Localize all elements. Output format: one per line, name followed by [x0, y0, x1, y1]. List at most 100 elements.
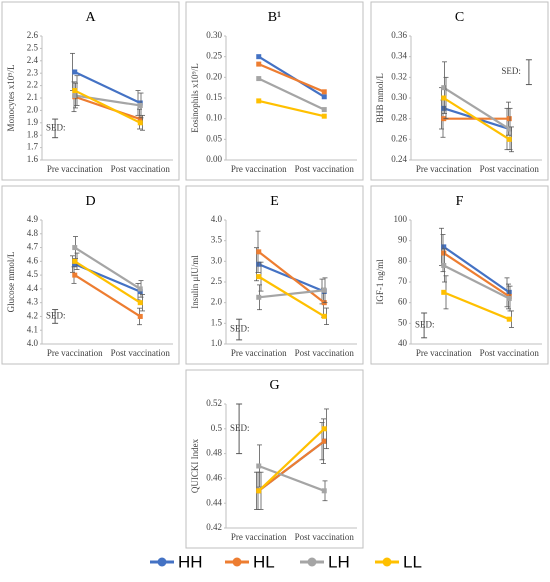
y-tick-label: 80: [398, 255, 408, 265]
y-tick-label: 0.44: [206, 497, 222, 507]
panel-title: D: [85, 194, 95, 209]
series-line: [74, 274, 141, 318]
point: [137, 102, 143, 108]
panel-border: [1, 1, 180, 181]
sed-bar: [52, 118, 59, 139]
point: [506, 136, 512, 142]
y-axis-label: IGF-1 ng/ml: [375, 259, 385, 305]
point: [441, 95, 447, 101]
y-tick-label: 0.26: [391, 133, 407, 143]
panel-border: [370, 185, 549, 365]
point: [506, 126, 512, 132]
y-tick-label: 1.0: [211, 338, 223, 348]
series-line: [443, 264, 510, 300]
point: [321, 488, 327, 494]
sed-label: SED:: [46, 311, 66, 321]
x-tick-label: Pre vaccination: [231, 532, 287, 542]
y-tick-label: 1.8: [27, 129, 39, 139]
series-line: [258, 99, 325, 118]
point: [72, 93, 78, 99]
y-tick-label: 4.0: [211, 214, 223, 224]
sed-bar: [236, 403, 243, 455]
sed-bar: [236, 318, 243, 341]
point: [321, 94, 327, 100]
point: [72, 69, 78, 75]
series-line: [258, 77, 325, 111]
y-tick-label: 0.5: [211, 423, 223, 433]
y-tick-label: 0.28: [391, 113, 407, 123]
x-tick-label: Pre vaccination: [231, 164, 287, 174]
y-tick-label: 0.30: [206, 30, 222, 40]
y-axis-label: BHB mmol/L: [375, 73, 385, 123]
y-tick-label: 0.42: [206, 522, 222, 532]
point: [137, 116, 143, 122]
y-tick-label: 4.5: [27, 269, 39, 279]
point: [256, 274, 262, 280]
x-tick-label: Post vaccination: [480, 164, 540, 174]
point: [321, 287, 327, 293]
panel-border: [185, 185, 364, 365]
y-tick-label: 4.3: [27, 297, 39, 307]
y-tick-label: 0.32: [391, 71, 407, 81]
y-tick-label: 2.0: [27, 104, 39, 114]
y-tick-label: 0.24: [391, 154, 407, 164]
series-line: [258, 63, 325, 93]
y-tick-label: 90: [398, 235, 408, 245]
series-line: [258, 250, 325, 304]
y-tick-label: 1.6: [27, 154, 39, 164]
point: [137, 300, 143, 306]
point: [441, 262, 447, 268]
point: [441, 250, 447, 256]
series-line: [74, 246, 141, 290]
y-tick-label: 2.5: [27, 42, 39, 52]
series-line: [443, 86, 510, 130]
point: [72, 88, 78, 94]
point: [72, 261, 78, 267]
series-line: [443, 97, 510, 141]
point: [256, 463, 262, 469]
x-tick-label: Post vaccination: [480, 348, 540, 358]
legend-marker: [157, 557, 167, 567]
y-tick-label: 0.36: [391, 30, 407, 40]
point: [137, 313, 143, 319]
point: [72, 245, 78, 251]
y-tick-label: 1.5: [211, 317, 223, 327]
x-tick-label: Post vaccination: [111, 348, 171, 358]
point: [506, 289, 512, 295]
y-axis-label: QUICKI Index: [190, 438, 200, 493]
point: [441, 105, 447, 111]
x-tick-label: Pre vaccination: [231, 348, 287, 358]
panel-title: F: [456, 194, 464, 209]
series-line: [74, 70, 141, 104]
sed-label: SED:: [501, 66, 521, 76]
y-tick-label: 4.1: [27, 324, 38, 334]
panel-title: B¹: [268, 10, 282, 25]
legend-marker: [307, 557, 317, 567]
sed-bar: [525, 59, 532, 86]
y-axis-label: Insulin μIU/ml: [190, 255, 200, 309]
y-tick-label: 0.25: [206, 51, 222, 61]
point: [72, 272, 78, 278]
panel-title: A: [85, 10, 96, 25]
point: [72, 258, 78, 264]
y-axis-label: Monocytes x10⁹/L: [6, 65, 16, 132]
y-tick-label: 2.3: [27, 67, 39, 77]
y-tick-label: 4.7: [27, 242, 39, 252]
point: [256, 76, 262, 82]
series-line: [258, 440, 325, 492]
sed-bar: [52, 309, 59, 324]
series-line: [74, 260, 141, 304]
series-line: [443, 252, 510, 298]
x-tick-label: Post vaccination: [111, 164, 171, 174]
x-tick-label: Pre vaccination: [416, 348, 472, 358]
series-line: [258, 275, 325, 318]
y-tick-label: 2.6: [27, 30, 39, 40]
panel-border: [1, 185, 180, 365]
sed-label: SED:: [230, 324, 250, 334]
point: [441, 244, 447, 250]
y-tick-label: 4.9: [27, 214, 39, 224]
y-tick-label: 1.9: [27, 117, 39, 127]
series-line: [74, 89, 141, 124]
sed-label: SED:: [46, 122, 66, 132]
